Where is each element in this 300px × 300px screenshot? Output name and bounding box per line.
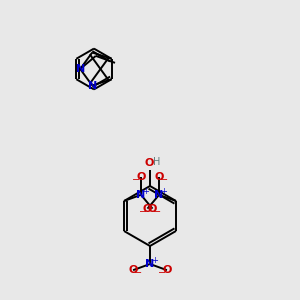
Text: −: − (158, 268, 166, 278)
Text: N: N (146, 259, 154, 269)
Text: O: O (148, 204, 157, 214)
Text: O: O (128, 265, 138, 275)
Text: −: − (160, 175, 168, 185)
Text: O: O (144, 158, 154, 169)
Text: O: O (143, 204, 152, 214)
Text: +: + (142, 187, 148, 196)
Text: −: − (153, 207, 161, 217)
Text: +: + (151, 256, 158, 265)
Text: O: O (136, 172, 146, 182)
Text: H: H (153, 157, 160, 167)
Text: N: N (76, 64, 85, 74)
Text: O: O (162, 265, 172, 275)
Text: N: N (88, 80, 97, 91)
Text: −: − (139, 207, 147, 217)
Text: O: O (154, 172, 164, 182)
Text: −: − (134, 268, 142, 278)
Text: +: + (160, 187, 167, 196)
Text: −: − (132, 175, 140, 185)
Text: N: N (136, 190, 146, 200)
Text: N: N (154, 190, 164, 200)
